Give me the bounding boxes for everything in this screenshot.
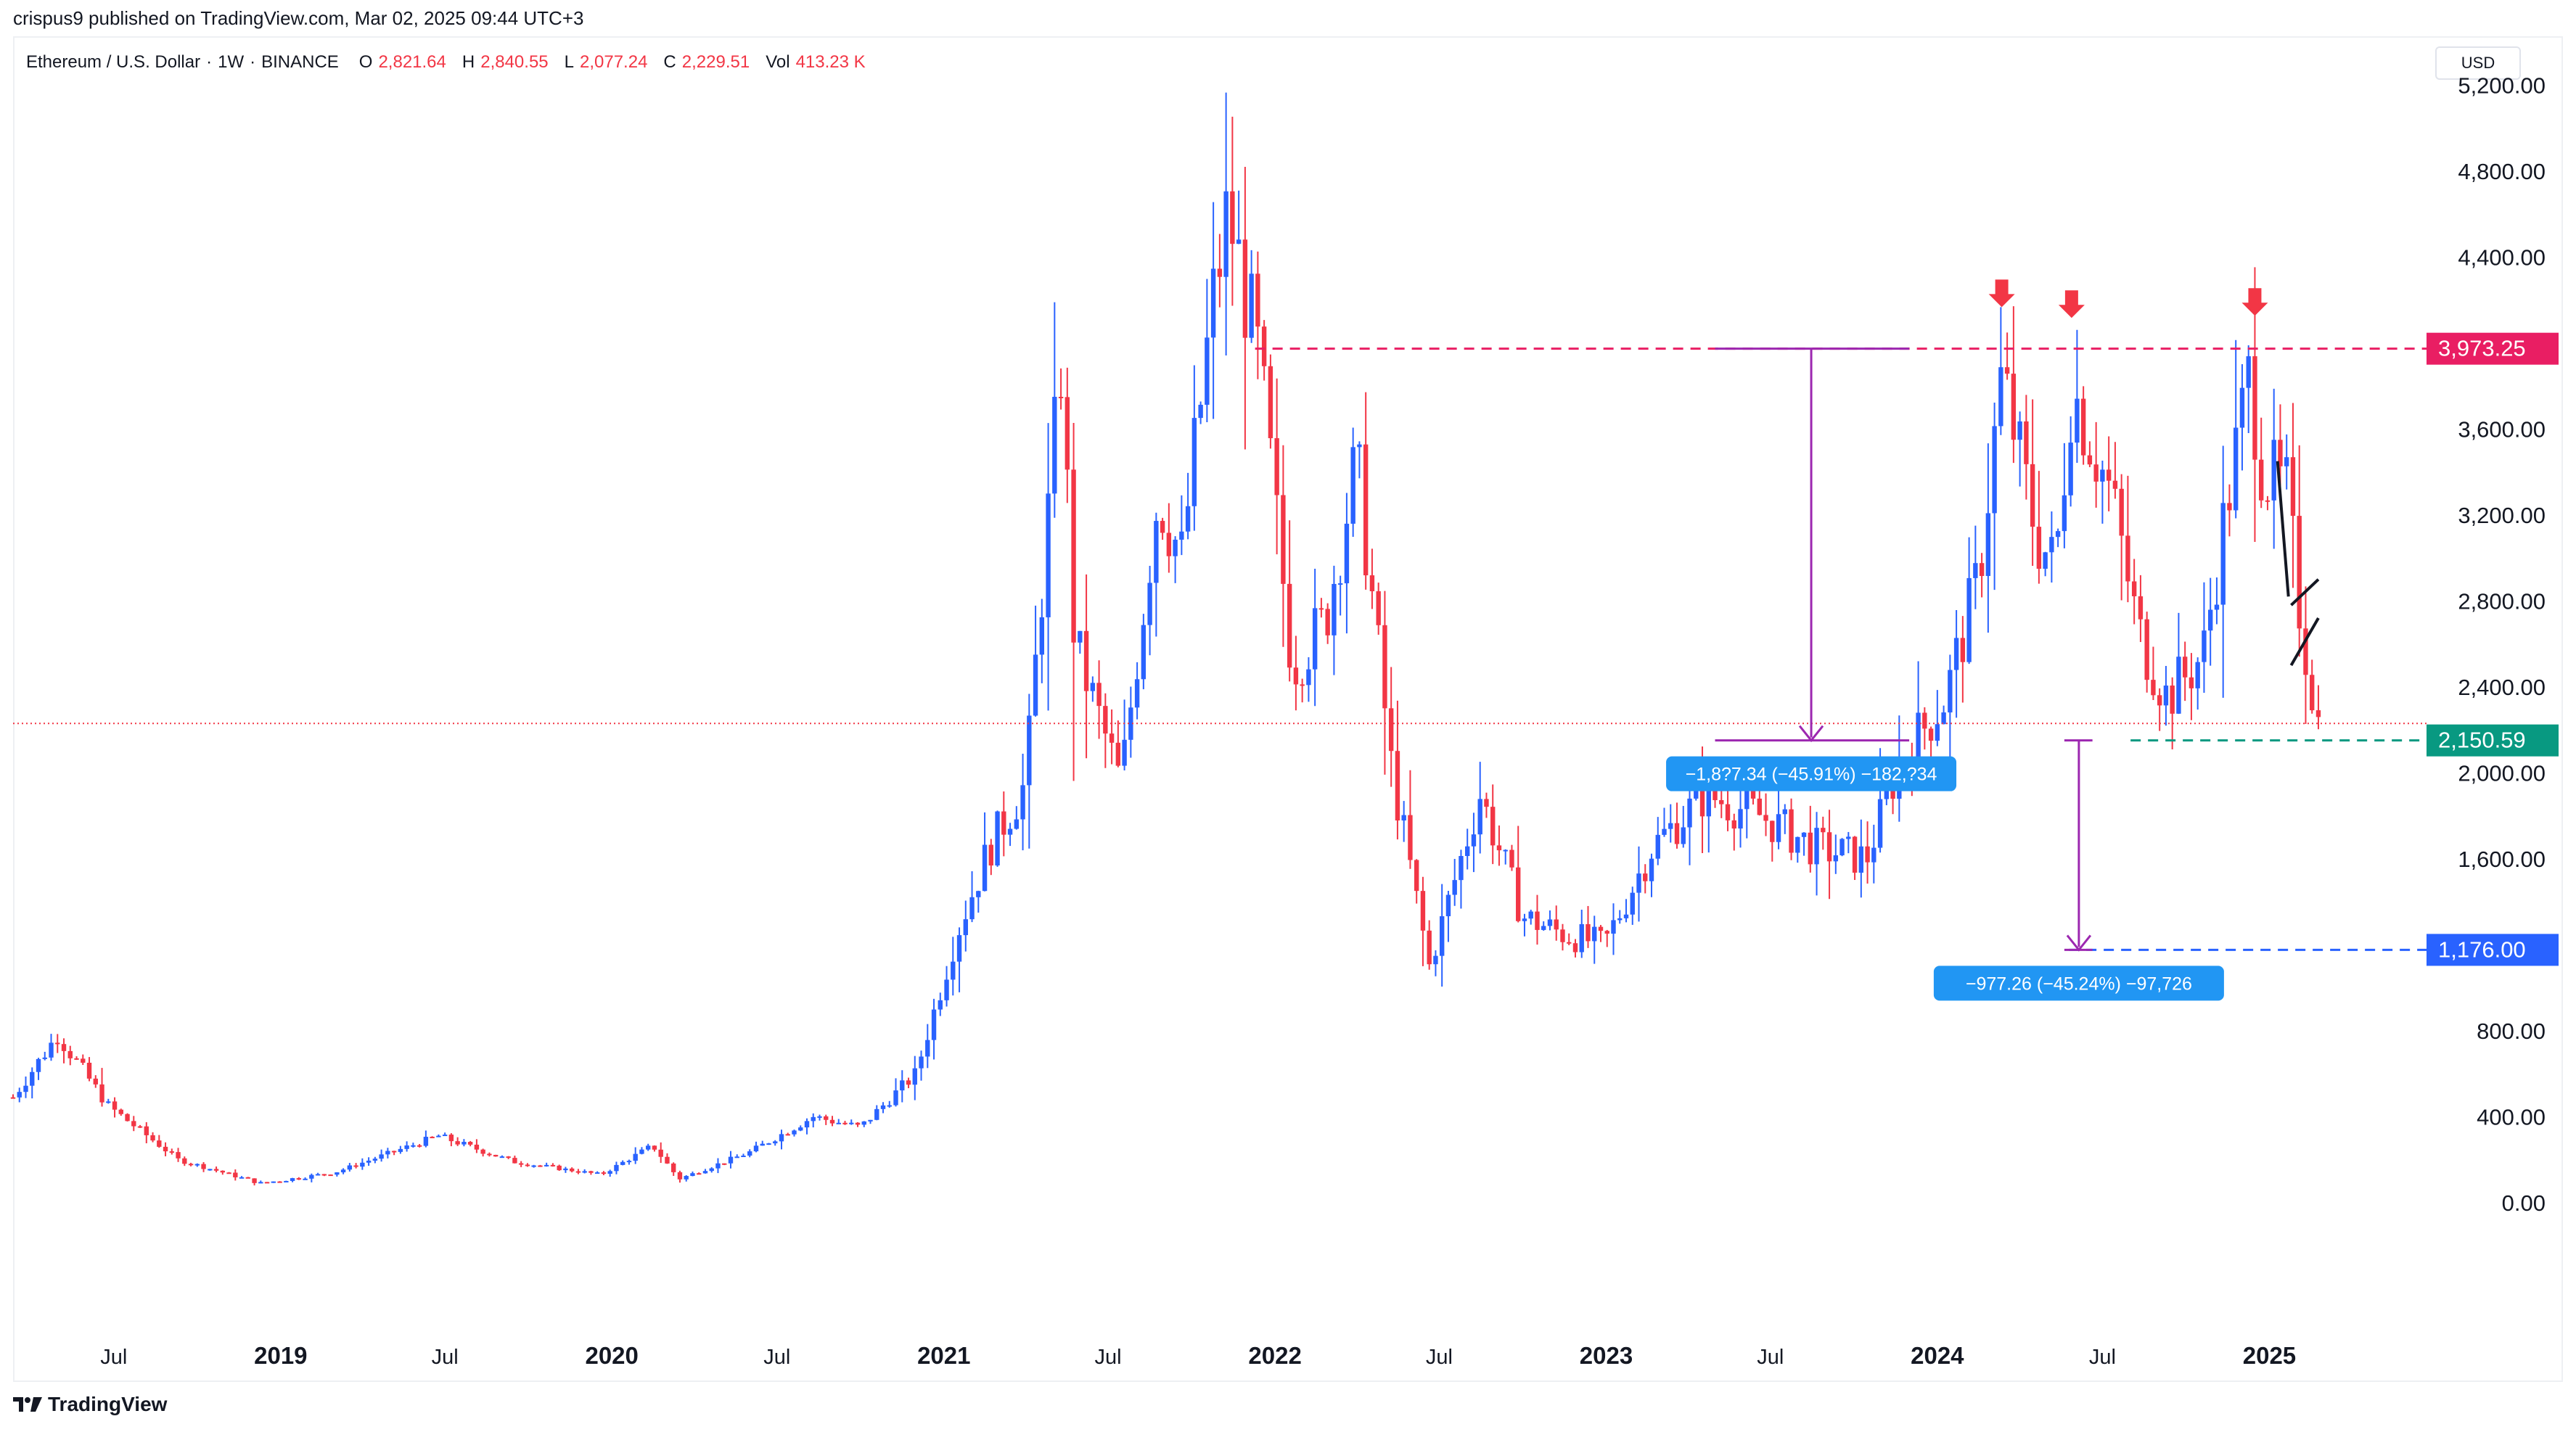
legend-close-value: 2,229.51	[681, 52, 750, 72]
legend-close-label: C	[663, 52, 676, 72]
legend-low-value: 2,077.24	[580, 52, 648, 72]
legend-low-label: L	[564, 52, 574, 72]
legend-volume-label: Vol	[766, 52, 790, 72]
legend-high-label: H	[462, 52, 475, 72]
published-line: crispus9 published on TradingView.com, M…	[13, 7, 584, 29]
footer-brand: TradingView	[48, 1393, 168, 1415]
legend-volume-value: 413.23 K	[795, 52, 866, 72]
legend-high-value: 2,840.55	[480, 52, 549, 72]
legend-separator: ·	[250, 52, 256, 72]
legend-interval[interactable]: 1W	[218, 52, 245, 72]
legend-separator: ·	[206, 52, 213, 72]
legend-open-value: 2,821.64	[378, 52, 446, 72]
tradingview-logo-icon	[13, 1397, 42, 1412]
legend-symbol[interactable]: Ethereum / U.S. Dollar	[26, 52, 201, 72]
legend-exchange: BINANCE	[261, 52, 339, 72]
chart-frame	[13, 36, 2563, 1382]
legend-open-label: O	[358, 52, 373, 72]
tradingview-footer[interactable]: TradingView	[13, 1393, 167, 1416]
currency-selector[interactable]: USD	[2435, 46, 2521, 80]
